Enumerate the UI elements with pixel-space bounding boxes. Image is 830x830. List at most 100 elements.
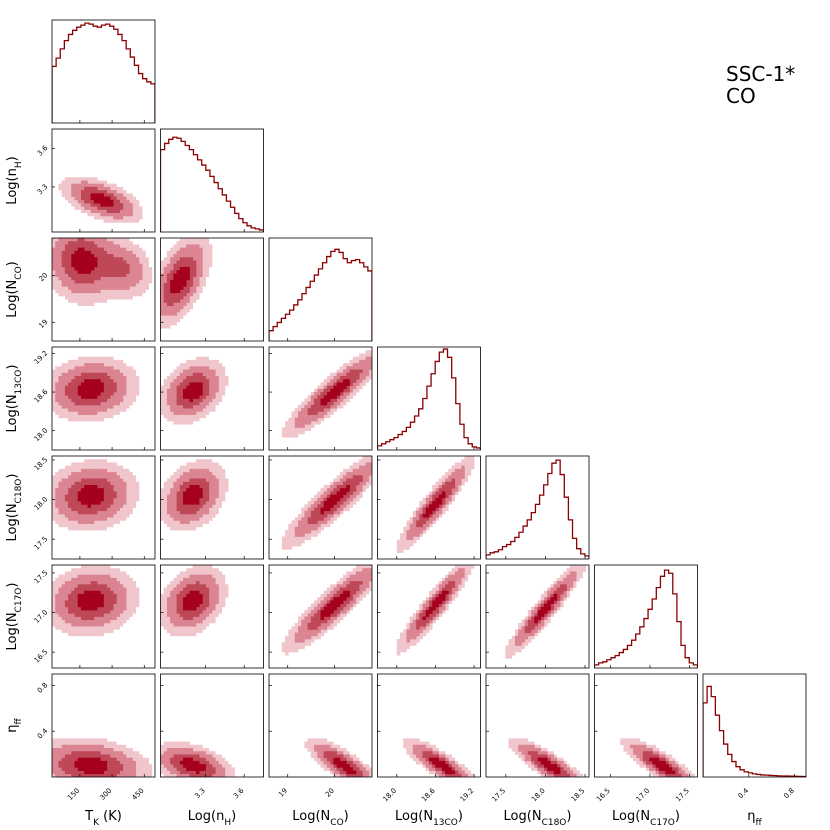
panel-NC17O-vs-NC18O <box>485 564 590 669</box>
y-axis-label-N13CO: Log(N13CO) <box>5 365 24 433</box>
contour-level-4 <box>170 266 190 294</box>
panel-frame <box>268 455 373 560</box>
figure-label-object: SSC-1* <box>726 62 795 86</box>
panel-frame <box>51 128 156 233</box>
y-tick-label-nH: 3.6 <box>36 144 50 158</box>
panel-NC17O-vs-NCO <box>268 564 373 669</box>
x-axis-label-NCO: Log(NCO) <box>292 809 348 828</box>
x-tick-label-NC18O: 18.0 <box>530 787 547 804</box>
x-tick-label-TK: 300 <box>98 787 113 802</box>
histogram-eta <box>703 685 806 777</box>
panel-eta-vs-nH: 3.3 3.6 <box>160 673 264 800</box>
panel-N13CO-vs-NCO <box>268 346 373 451</box>
y-tick-label-NC18O: 18.0 <box>33 495 50 512</box>
panel-NCO-vs-NCO <box>268 237 373 342</box>
contour-level-4 <box>77 590 104 611</box>
panel-NC17O-vs-N13CO <box>377 564 481 669</box>
panel-frame <box>268 564 373 669</box>
contour-level-4 <box>183 382 203 403</box>
panel-frame <box>51 673 156 778</box>
panel-frame <box>268 673 373 778</box>
x-axis-label-nH: Log(nH) <box>188 809 236 828</box>
panel-frame <box>51 455 156 560</box>
panel-eta-vs-TK: 150 300 450 0.4 0.8 <box>36 673 156 802</box>
y-tick-label-N13CO: 18.6 <box>33 387 50 404</box>
panel-frame <box>268 237 373 342</box>
panel-NCO-vs-nH <box>160 237 264 342</box>
contour-level-4 <box>77 379 104 399</box>
panel-frame <box>160 564 264 669</box>
y-axis-label-NC17O: Log(NC17O) <box>5 583 24 651</box>
contour-level-4 <box>320 590 350 621</box>
histogram-NCO <box>269 248 372 341</box>
y-tick-label-N13CO: 18.0 <box>33 426 50 443</box>
histogram-NC17O <box>594 569 698 668</box>
panel-frame <box>594 564 698 669</box>
panel-frame <box>160 346 264 451</box>
contour-level-4 <box>71 247 98 274</box>
contour-level-4 <box>320 484 350 515</box>
panel-frame <box>485 564 590 669</box>
panel-frame <box>377 346 481 451</box>
y-axis-label-eta: ηff <box>5 717 24 732</box>
x-tick-label-NC18O: 17.5 <box>491 787 508 804</box>
panel-frame <box>377 455 481 560</box>
y-tick-label-NC17O: 16.5 <box>33 648 50 665</box>
contour-level-4 <box>90 193 114 207</box>
x-tick-label-NC17O: 17.0 <box>635 787 652 804</box>
panel-N13CO-vs-TK: 18.0 18.6 19.2 <box>33 346 156 451</box>
x-tick-label-NC17O: 16.5 <box>595 787 612 804</box>
y-tick-label-eta: 0.8 <box>36 681 50 695</box>
x-tick-label-nH: 3.6 <box>232 786 246 800</box>
x-tick-label-NCO: 19 <box>277 787 289 799</box>
panel-eta-vs-NC18O: 17.5 18.0 18.5 <box>485 673 590 804</box>
contour-level-4 <box>179 757 206 775</box>
panel-frame <box>51 237 156 342</box>
x-axis-label-TK: TK (K) <box>84 809 122 828</box>
contour-level-3 <box>307 581 363 630</box>
y-tick-label-NC18O: 18.5 <box>33 456 50 473</box>
panel-frame <box>51 19 156 124</box>
panel-eta-vs-NC17O: 16.5 17.0 17.5 <box>594 673 698 804</box>
panel-NC18O-vs-NCO <box>268 455 373 560</box>
panel-frame <box>51 346 156 451</box>
x-tick-label-eta: 0.8 <box>782 787 796 801</box>
panel-eta-vs-N13CO: 18.0 18.6 19.2 <box>377 673 481 804</box>
panel-frame <box>377 673 481 778</box>
y-tick-label-nH: 3.3 <box>36 183 50 197</box>
y-tick-label-NC17O: 17.5 <box>33 569 50 586</box>
x-tick-label-N13CO: 18.0 <box>382 787 399 804</box>
x-axis-label-NC18O: Log(NC18O) <box>504 809 572 828</box>
panel-N13CO-vs-N13CO <box>377 346 481 451</box>
panel-nH-vs-nH <box>160 128 264 233</box>
panel-NC18O-vs-TK: 17.5 18.0 18.5 <box>33 455 156 560</box>
contour-level-4 <box>333 757 357 775</box>
panel-eta-vs-eta: 0.4 0.8 <box>702 673 807 801</box>
panel-N13CO-vs-nH <box>160 346 264 451</box>
panel-NC18O-vs-NC18O <box>485 455 590 560</box>
panel-frame <box>160 128 264 233</box>
histogram-N13CO <box>377 348 481 450</box>
contour-level-4 <box>183 484 203 505</box>
contour-level-4 <box>320 379 350 406</box>
y-axis-label-NCO: Log(NCO) <box>5 261 24 317</box>
contour-level-4 <box>422 491 446 518</box>
panel-eta-vs-NCO: 19 20 <box>268 673 373 799</box>
panel-nH-vs-TK: 3.3 3.6 <box>36 128 156 233</box>
panel-frame <box>485 455 590 560</box>
histogram-NC18O <box>486 459 589 559</box>
panel-frame <box>377 564 481 669</box>
contour-level-4 <box>429 757 456 775</box>
x-tick-label-eta: 0.4 <box>737 786 751 800</box>
x-axis-label-N13CO: Log(N13CO) <box>395 809 463 828</box>
x-tick-label-NC17O: 17.5 <box>674 787 691 804</box>
panel-NC17O-vs-nH <box>160 564 264 669</box>
panel-NC17O-vs-NC17O <box>594 564 698 669</box>
y-tick-label-NC18O: 17.5 <box>33 535 50 552</box>
panel-frame <box>160 673 264 778</box>
y-tick-label-NC17O: 17.0 <box>33 608 50 625</box>
y-axis-label-NC18O: Log(NC18O) <box>5 474 24 542</box>
x-tick-label-TK: 150 <box>66 787 81 802</box>
